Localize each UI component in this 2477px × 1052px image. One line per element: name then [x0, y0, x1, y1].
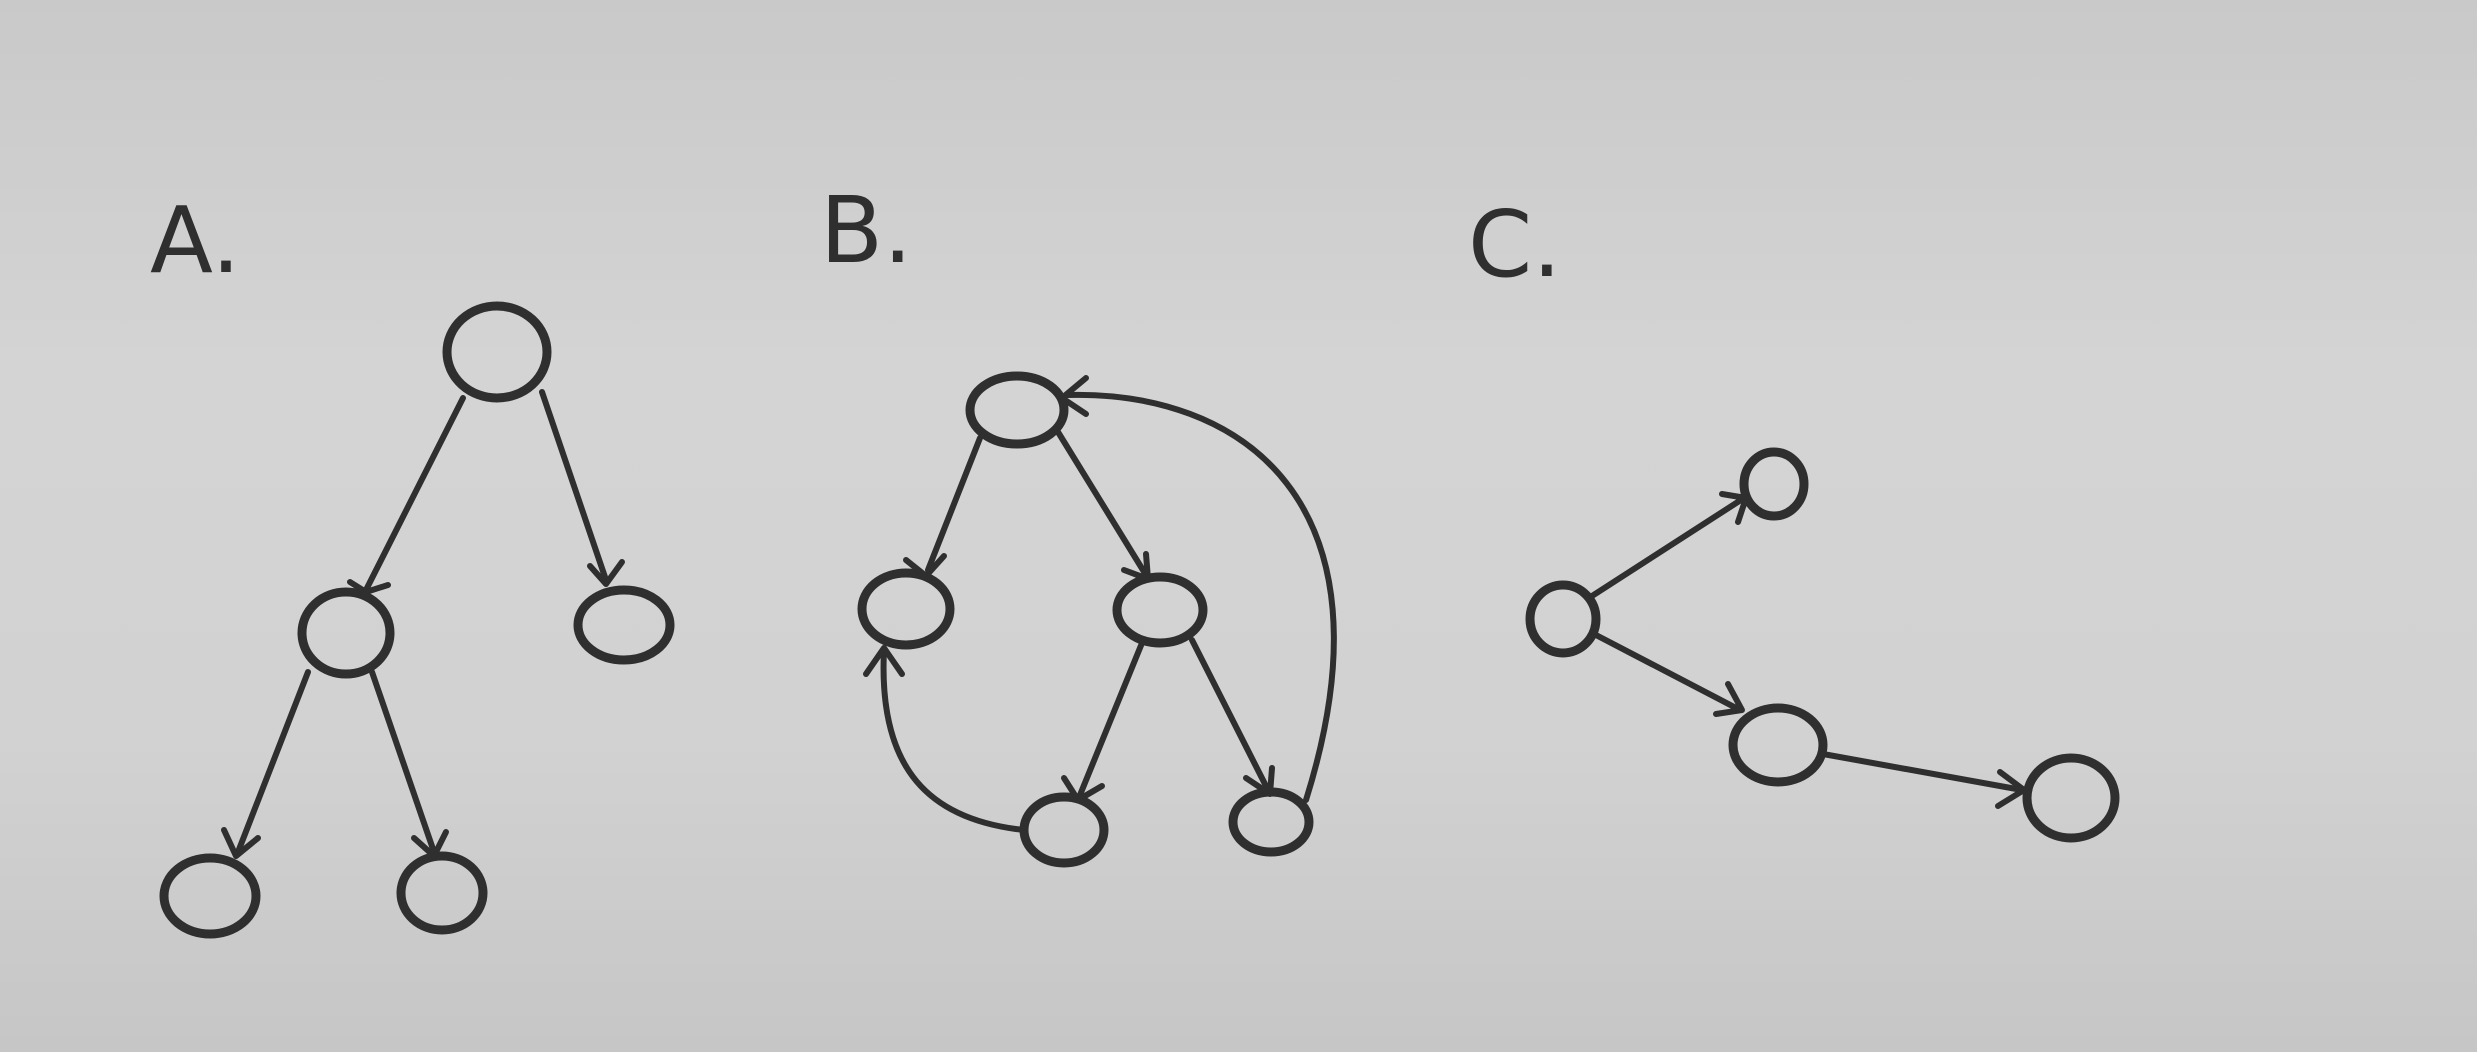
edge-c-left-top: [1592, 498, 1744, 596]
node-c-top: [1744, 452, 1804, 516]
panel-a-label: A.: [150, 187, 241, 294]
panel-a: A.: [150, 187, 670, 934]
edge-a-root-left: [366, 398, 463, 590]
edge-a-root-right: [542, 392, 606, 580]
node-a-root: [447, 306, 547, 398]
panel-b-label: B.: [820, 177, 912, 284]
node-b-right: [1233, 792, 1309, 852]
edge-b-middle-bottom: [1080, 643, 1142, 795]
edge-a-left-leftright: [372, 672, 434, 852]
edge-c-left-middle: [1594, 634, 1740, 710]
node-a-left-left: [164, 858, 256, 934]
edge-c-middle-right: [1823, 754, 2022, 790]
node-a-left-right: [401, 856, 483, 930]
node-a-left: [302, 592, 390, 674]
edge-b-top-middle: [1058, 432, 1146, 575]
edge-a-left-leftleft: [238, 672, 308, 852]
node-c-right: [2027, 758, 2115, 838]
node-a-right: [578, 590, 670, 660]
node-c-left: [1530, 585, 1596, 653]
node-b-top: [970, 376, 1064, 444]
panel-c: C.: [1468, 191, 2115, 838]
edge-b-middle-right: [1192, 640, 1268, 790]
edge-b-bottom-left: [884, 650, 1024, 830]
panel-b: B.: [820, 177, 1334, 863]
node-b-left: [862, 573, 950, 645]
node-b-bottom: [1024, 797, 1104, 863]
panel-c-label: C.: [1468, 191, 1561, 298]
node-c-middle: [1733, 708, 1823, 782]
node-b-middle: [1117, 577, 1203, 643]
edge-b-top-left: [928, 438, 980, 570]
